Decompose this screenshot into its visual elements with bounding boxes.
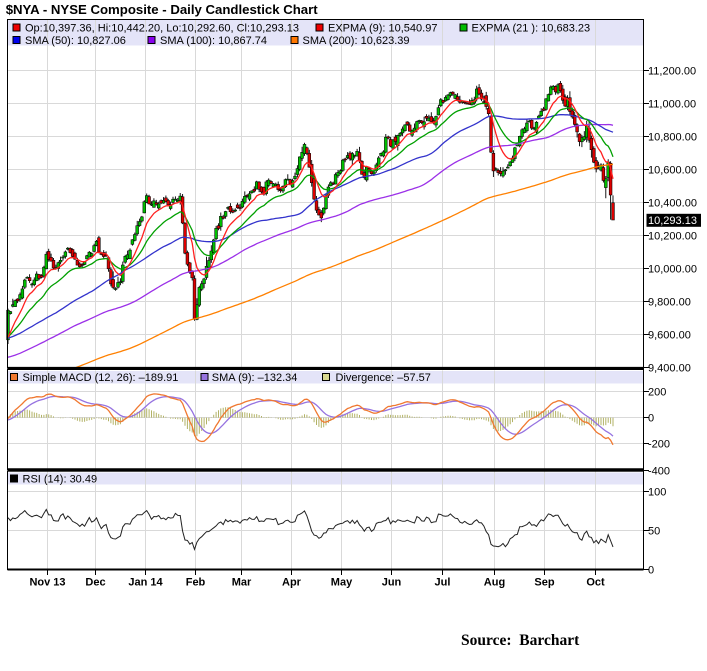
svg-text:SMA (100): 10,867.74: SMA (100): 10,867.74 [160, 35, 267, 47]
svg-text:100: 100 [648, 486, 666, 498]
svg-text:9,600.00: 9,600.00 [648, 329, 691, 341]
svg-text:Aug: Aug [484, 576, 505, 588]
svg-text:Dec: Dec [85, 576, 105, 588]
svg-text:EXPMA (9): 10,540.97: EXPMA (9): 10,540.97 [328, 23, 437, 35]
svg-text:10,200.00: 10,200.00 [648, 230, 697, 242]
svg-text:Jan 14: Jan 14 [128, 576, 163, 588]
svg-text:SMA (200): 10,623.39: SMA (200): 10,623.39 [303, 35, 410, 47]
svg-text:RSI (14): 30.49: RSI (14): 30.49 [23, 474, 98, 486]
svg-text:Simple MACD (12, 26): –189.91: Simple MACD (12, 26): –189.91 [23, 372, 179, 384]
svg-text:11,000.00: 11,000.00 [648, 98, 696, 110]
svg-text:Nov 13: Nov 13 [29, 576, 65, 588]
svg-text:9,800.00: 9,800.00 [648, 296, 691, 308]
svg-text:$NYA - NYSE Composite - Daily: $NYA - NYSE Composite - Daily Candlestic… [6, 2, 319, 17]
svg-text:May: May [331, 576, 353, 588]
svg-text:50: 50 [648, 525, 660, 537]
svg-text:EXPMA (21 ): 10,683.23: EXPMA (21 ): 10,683.23 [472, 23, 591, 35]
svg-text:Jun: Jun [382, 576, 402, 588]
svg-text:10,000.00: 10,000.00 [648, 263, 697, 275]
svg-text:10,293.13: 10,293.13 [648, 215, 697, 227]
svg-text:200: 200 [648, 386, 666, 398]
svg-text:Feb: Feb [186, 576, 206, 588]
svg-text:Sep: Sep [534, 576, 554, 588]
svg-text:Op:10,397.36, Hi:10,442.20, Lo: Op:10,397.36, Hi:10,442.20, Lo:10,292.60… [25, 23, 299, 35]
svg-text:11,200.00: 11,200.00 [648, 65, 696, 77]
svg-text:Divergence: –57.57: Divergence: –57.57 [336, 372, 431, 384]
svg-text:10,800.00: 10,800.00 [648, 131, 697, 143]
svg-text:Jul: Jul [435, 576, 451, 588]
svg-text:0: 0 [648, 564, 654, 576]
svg-text:-200: -200 [648, 438, 670, 450]
svg-text:SMA (50): 10,827.06: SMA (50): 10,827.06 [25, 35, 126, 47]
svg-text:Source: Barchart: Source: Barchart [461, 632, 580, 649]
svg-text:9,400.00: 9,400.00 [648, 362, 691, 374]
svg-text:Apr: Apr [282, 576, 302, 588]
svg-text:-400: -400 [648, 465, 670, 477]
svg-text:0: 0 [648, 412, 654, 424]
svg-text:10,400.00: 10,400.00 [648, 197, 697, 209]
svg-text:Oct: Oct [586, 576, 605, 588]
svg-text:Mar: Mar [232, 576, 252, 588]
svg-text:10,600.00: 10,600.00 [648, 164, 697, 176]
svg-text:SMA (9): –132.34: SMA (9): –132.34 [212, 372, 298, 384]
